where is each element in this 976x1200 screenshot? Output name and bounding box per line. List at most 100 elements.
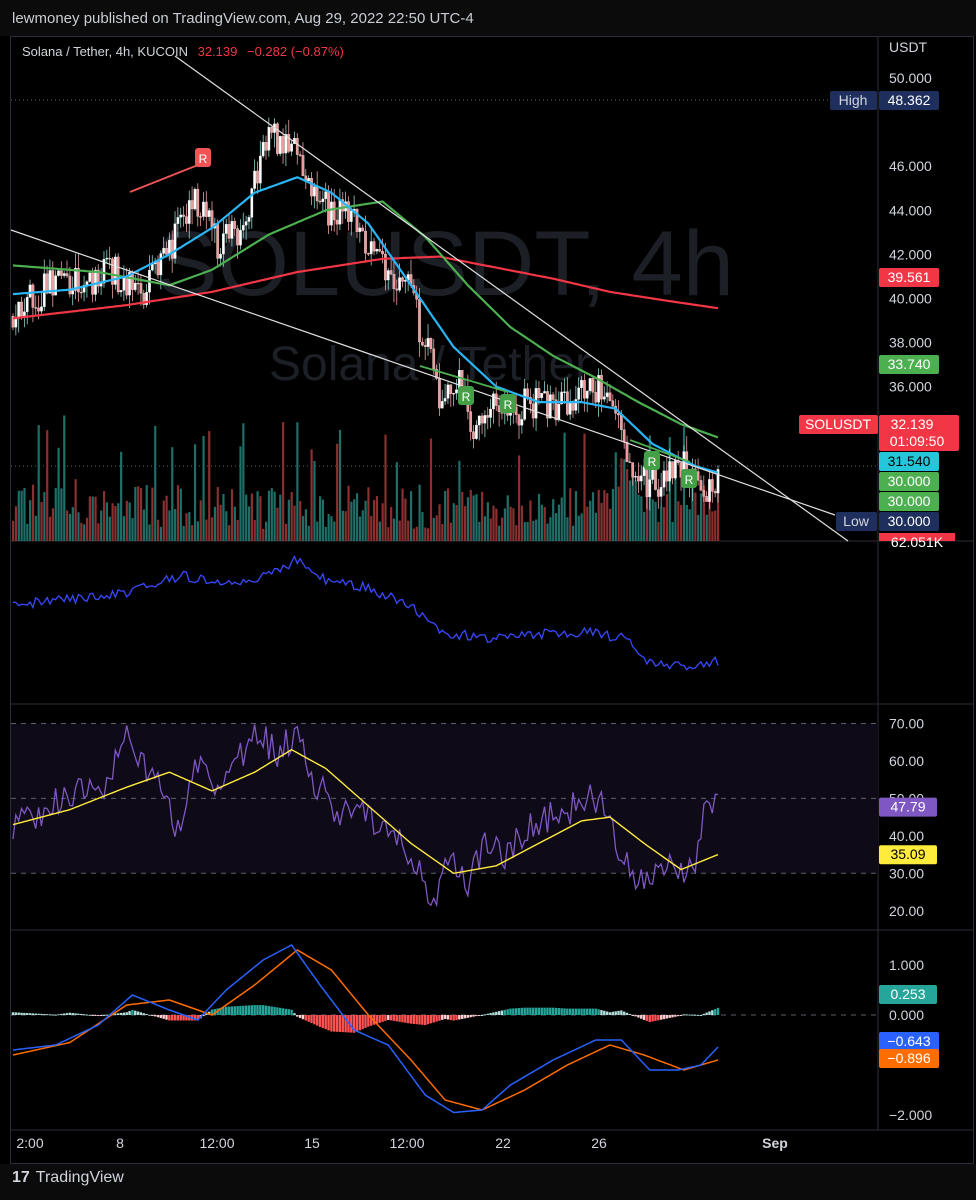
volume-bar [361,510,364,541]
macd-histogram-bar [520,1007,524,1015]
volume-bar [589,500,592,541]
candle-body [190,200,194,210]
ema-slow-value: 39.561 [888,269,931,285]
volume-bar [469,489,472,541]
macd-histogram-bar [674,1015,677,1017]
candle-body [170,239,174,259]
macd-histogram-bar [202,1015,205,1017]
macd-histogram-bar [708,1011,711,1015]
volume-bar [182,526,185,541]
volume-bar [233,506,236,541]
volume-bar [46,430,49,541]
candle-body [312,186,316,197]
macd-histogram-bar [659,1015,663,1020]
price-axis-tick: 42.000 [889,246,932,262]
macd-histogram-bar [131,1009,134,1015]
candle-body [185,216,188,224]
volume-bar [91,496,94,541]
time-axis-tick: 12:00 [389,1135,424,1151]
symbol-legend-last: 32.139 [197,44,238,59]
macd-histogram-bar [566,1008,569,1015]
candle-body [256,170,259,184]
macd-histogram-bar [554,1007,558,1015]
candle-body [196,188,200,217]
candle-body [551,394,555,400]
macd-histogram-bar [389,1015,393,1021]
volume-bar [662,507,666,541]
macd-histogram-bar [600,1010,603,1015]
macd-histogram-bar [77,1013,80,1015]
volume-bar [563,432,566,541]
volume-bar [580,513,583,541]
candle-body [389,270,393,275]
volume-bar [239,446,242,541]
volume-bar [256,491,259,541]
volume-bar [333,521,336,541]
volume-bar [438,504,441,541]
volume-bar [111,503,114,541]
candle-body [492,393,495,410]
volume-bar [310,449,313,541]
candle-body [79,291,83,294]
macd-histogram-bar [409,1015,413,1024]
candle-body [332,201,336,221]
candle-body [659,487,663,497]
volume-bar [600,502,603,541]
volume-bar [387,527,390,541]
upper-trendline [174,55,849,542]
volume-bar [14,506,18,541]
macd-signal-line [12,949,719,1111]
macd-histogram-bar [205,1013,208,1015]
rsi-axis-tick: 20.00 [889,903,924,919]
macd-histogram-bar [537,1007,541,1015]
volume-bar [330,516,333,541]
macd-histogram-bar [57,1014,60,1016]
macd-histogram-bar [694,1014,697,1016]
resistance-segment [129,162,204,193]
volume-bar [139,488,143,541]
macd-histogram-bar [398,1015,401,1022]
volume-bar [574,491,578,541]
volume-bar [319,496,322,541]
volume-bar [100,510,103,541]
rsi-axis-tick: 70.00 [889,715,924,731]
candle-body [295,138,299,155]
volume-bar [247,506,251,541]
macd-histogram-bar [156,1015,160,1018]
macd-histogram-bar [341,1015,344,1033]
macd-histogram-bar [168,1015,171,1021]
candle-body [361,227,365,232]
volume-bar [606,493,609,541]
volume-bar [444,490,447,541]
macd-histogram-bar [196,1015,199,1021]
tradingview-brand[interactable]: 17 TradingView [12,1169,124,1187]
candle-body [261,142,265,157]
macd-histogram-bar [438,1015,441,1021]
macd-histogram-bar [662,1015,666,1020]
candle-body [597,375,600,403]
r-marker-label: R [462,390,471,404]
candle-body [173,223,177,259]
volume-bar [532,520,535,541]
volume-bar [509,506,512,541]
candle-body [111,258,114,285]
candle-body [705,496,708,502]
volume-bar [185,513,188,541]
candle-body [423,345,427,347]
candle-body [449,384,453,394]
volume-bar [486,502,489,541]
macd-histogram-bar [65,1013,69,1015]
candle-body [577,387,581,400]
macd-histogram-bar [588,1008,592,1015]
volume-bar [685,504,688,541]
symbol-legend[interactable]: Solana / Tether, 4h, KUCOIN 32.139 −0.28… [22,44,344,59]
publish-info: lewmoney published on TradingView.com, A… [12,10,474,27]
macd-histogram-bar [68,1012,72,1015]
candle-body [244,221,248,226]
time-axis-tick: 22 [495,1135,511,1151]
macd-histogram-bar [415,1015,418,1025]
r-marker-label: R [685,473,694,487]
volume-bar [634,480,637,541]
volume-bar [37,425,40,541]
